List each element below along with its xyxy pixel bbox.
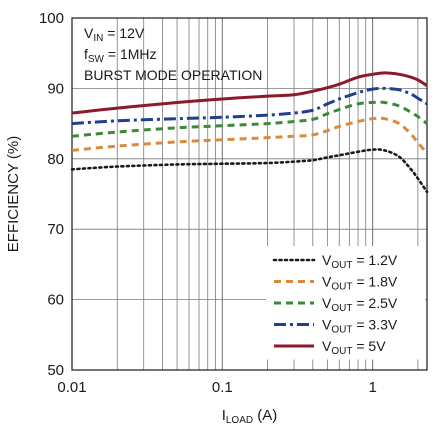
- x-tick-label: 1: [368, 379, 376, 396]
- series-line-3_3V: [71, 86, 428, 126]
- series-line-2_5V: [71, 100, 428, 138]
- legend: VOUT = 1.2V VOUT = 1.8V VOUT = 2.5V VOUT = …: [266, 246, 425, 360]
- series-layer: [70, 71, 429, 194]
- annotation-text: VIN = 12V: [84, 25, 145, 44]
- y-tick-label: 90: [47, 80, 64, 97]
- plot-frame: [71, 17, 428, 371]
- legend-label: VOUT = 1.8V: [322, 274, 398, 293]
- y-tick-label: 50: [47, 362, 64, 379]
- y-axis-title: EFFICIENCY (%): [5, 136, 22, 252]
- legend-label: VOUT = 1.2V: [322, 252, 398, 271]
- legend-label: VOUT = 5V: [322, 338, 386, 357]
- legend-label: VOUT = 3.3V: [322, 317, 398, 336]
- y-tick-label: 100: [39, 10, 64, 27]
- series-line-1_2V: [70, 148, 429, 194]
- annotation-text: BURST MODE OPERATION: [84, 67, 262, 83]
- x-tick-label: 0.01: [57, 379, 86, 396]
- tick-labels: 50 60 70 80 90 100 0.01 0.1 1: [39, 10, 377, 396]
- y-tick-label: 80: [47, 151, 64, 168]
- y-tick-label: 60: [47, 292, 64, 309]
- series-line-1_8V: [71, 116, 429, 155]
- x-axis-title: ILOAD (A): [222, 407, 278, 426]
- x-tick-label: 0.1: [212, 379, 233, 396]
- annotation-text: fSW = 1MHz: [84, 46, 157, 65]
- series-line-5V: [71, 71, 428, 115]
- y-tick-label: 70: [47, 221, 64, 238]
- legend-label: VOUT = 2.5V: [322, 295, 398, 314]
- annotations: VIN = 12V fSW = 1MHz BURST MODE OPERATION: [84, 25, 262, 83]
